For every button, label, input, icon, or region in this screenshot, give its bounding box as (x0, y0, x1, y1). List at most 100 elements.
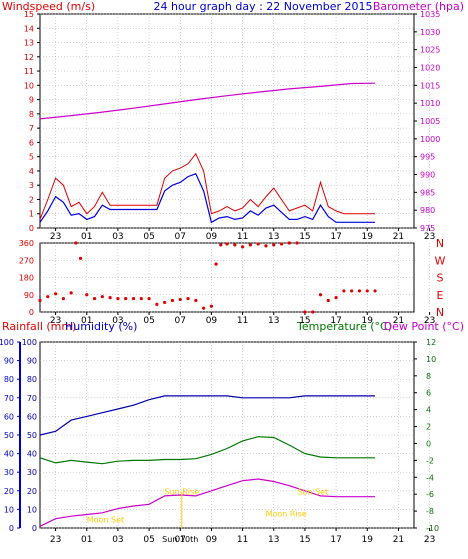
temperature-axis-label: Temperature (°C) (296, 320, 392, 333)
dir-x-tick-label: 23 (50, 316, 61, 326)
wind-panel: 0123456789101112131415975980985990995100… (24, 10, 441, 242)
wind-y-tick-label: 6 (29, 138, 34, 147)
wind-direction-point (69, 291, 73, 295)
wind-direction-point (186, 296, 190, 301)
dir-x-tick-label: 03 (112, 316, 123, 326)
wind-direction-point (225, 242, 229, 246)
wind-direction-point (202, 306, 206, 310)
wind-direction-point (178, 297, 182, 302)
rainfall-y-tick-label: 20 (4, 487, 14, 496)
rainfall-y-tick-label: 0 (9, 524, 14, 533)
barometer-line (39, 82, 376, 120)
wind-direction-point (219, 243, 223, 247)
wind-direction-point (248, 243, 252, 247)
wind-y-tick-label: 14 (24, 24, 34, 33)
wind-y-tick-label: 7 (29, 124, 34, 133)
humidity-line (39, 395, 375, 436)
wind-x-tick-label: 19 (362, 232, 374, 242)
hum-x-tick-label: 09 (206, 535, 218, 545)
humidity-y-tick-label: 90 (27, 357, 37, 366)
annotation-sun-rise: Sun Rise (164, 487, 199, 496)
hum-x-tick-label: 07 (175, 535, 186, 545)
wind-direction-point (78, 256, 83, 260)
wind-y-tick-label: 4 (29, 167, 34, 176)
humidity-y-tick-label: 0 (32, 524, 37, 533)
dir-x-tick-label: 09 (206, 316, 218, 326)
hum-x-tick-label: 15 (299, 535, 310, 545)
hum-x-tick-label: 21 (393, 535, 404, 545)
temperature-y-tick-label: 0 (426, 439, 431, 448)
compass-label-s: S (437, 272, 444, 285)
humidity-y-tick-label: 70 (27, 394, 37, 403)
graph-title: 24 hour graph day : 22 November 2015 (153, 0, 372, 13)
wind-y-tick-label: 0 (29, 224, 34, 233)
wind-direction-point (116, 296, 120, 301)
wind-direction-point (311, 310, 315, 314)
wind-direction-point (295, 241, 299, 245)
wind-y-tick-label: 11 (24, 67, 34, 76)
wind-direction-point (147, 296, 151, 301)
wind-x-tick-label: 05 (143, 232, 154, 242)
temperature-y-tick-label: -8 (426, 507, 434, 516)
temperature-y-tick-label: 4 (426, 406, 431, 415)
dir-x-tick-label: 07 (175, 316, 186, 326)
direction-y-tick-label: 360 (19, 239, 34, 248)
annotation-sun-set: Sun Set (297, 487, 328, 496)
barometer-y-tick-label: 990 (420, 171, 435, 180)
wind-direction-point (124, 296, 128, 301)
hum-x-tick-label: 23 (50, 535, 61, 545)
barometer-y-tick-label: 1005 (420, 117, 440, 126)
compass-label-n: N (436, 306, 444, 319)
direction-y-tick-label: 270 (19, 256, 34, 265)
hum-x-tick-label: 01 (81, 535, 92, 545)
rainfall-y-tick-label: 70 (4, 394, 14, 403)
humidity-y-tick-label: 80 (27, 375, 37, 384)
rainfall-y-tick-label: 60 (4, 412, 14, 421)
wind-direction-point (46, 295, 50, 299)
temperature-y-tick-label: 2 (426, 423, 431, 432)
wind-direction-point (38, 298, 42, 303)
wind-y-tick-label: 10 (24, 81, 34, 90)
wind-direction-point (214, 262, 218, 266)
wind-direction-point (357, 289, 362, 293)
wind-y-tick-label: 3 (29, 181, 34, 190)
temperature-y-tick-label: -2 (426, 456, 434, 465)
wind-gust-line (39, 152, 375, 220)
wind-direction-point (287, 241, 291, 245)
wind-x-tick-label: 17 (330, 232, 341, 242)
hum-x-tick-label: 11 (237, 535, 248, 545)
barometer-y-tick-label: 985 (420, 188, 435, 197)
wind-x-tick-label: 15 (299, 232, 310, 242)
wind-direction-point (92, 296, 97, 301)
wind-direction-point (264, 244, 268, 248)
temperature-y-tick-label: -10 (426, 524, 439, 533)
wind-y-tick-label: 5 (29, 153, 34, 162)
humidity-y-tick-label: 10 (27, 505, 37, 514)
wind-y-tick-label: 8 (29, 110, 34, 119)
wind-direction-point (53, 292, 58, 296)
annotation-moon-rise: Moon Rise (266, 510, 307, 519)
temperature-y-tick-label: 12 (426, 338, 436, 347)
wind-direction-point (155, 302, 159, 306)
hum-x-tick-label: 03 (112, 535, 123, 545)
wind-direction-point (194, 298, 198, 303)
wind-direction-point (233, 243, 237, 247)
humidity-y-tick-label: 40 (27, 450, 37, 459)
barometer-y-tick-label: 1025 (420, 46, 440, 55)
wind-direction-point (100, 295, 104, 299)
barometer-y-tick-label: 1030 (420, 28, 440, 37)
temperature-y-tick-label: -4 (426, 473, 434, 482)
wind-x-tick-label: 07 (175, 232, 186, 242)
dir-x-tick-label: 01 (81, 316, 92, 326)
wind-x-tick-label: 09 (206, 232, 218, 242)
annotation-moon-set: Moon Set (87, 515, 124, 524)
windspeed-axis-label: Windspeed (m/s) (2, 0, 95, 13)
wind-direction-point (139, 296, 143, 301)
wind-x-tick-label: 13 (268, 232, 279, 242)
wind-direction-point (318, 293, 323, 297)
wind-x-tick-label: 21 (393, 232, 404, 242)
humidity-y-tick-label: 30 (27, 468, 37, 477)
wind-direction-point (85, 293, 89, 297)
